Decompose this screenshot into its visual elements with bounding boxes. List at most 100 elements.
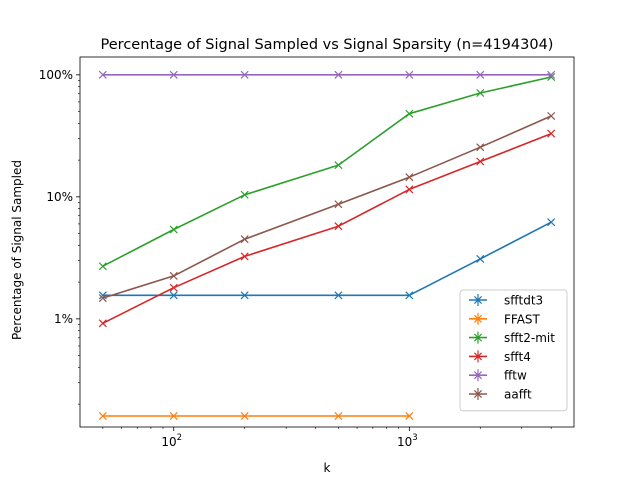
marker-stroke (98, 262, 107, 271)
data-point-fftw (240, 70, 249, 79)
marker-stroke (405, 185, 414, 194)
marker-stroke (547, 70, 556, 79)
marker-stroke (405, 70, 414, 79)
legend-box (459, 289, 568, 412)
marker-stroke (98, 291, 107, 300)
data-point-sfft4 (169, 283, 178, 292)
marker-stroke (476, 143, 485, 152)
y-tick-label: 100% (39, 68, 73, 82)
legend-label: sfft4 (504, 350, 531, 364)
marker-stroke (169, 411, 178, 421)
marker-stroke (334, 291, 343, 300)
data-point-sfft2-mit (405, 109, 414, 118)
data-point-fftw (405, 70, 414, 79)
marker-stroke (240, 190, 249, 199)
data-point-sfftdt3 (547, 218, 556, 227)
data-point-aafft (547, 111, 556, 121)
marker-stroke (240, 291, 249, 300)
data-point-sfft2-mit (240, 190, 249, 199)
plot-area: 102 103 1% 10% 100% (39, 56, 575, 449)
data-point-aafft (405, 173, 414, 182)
marker-stroke (169, 225, 178, 234)
legend-entry-aafft: aafft (469, 388, 532, 402)
data-point-ffast (169, 411, 178, 421)
marker-stroke (405, 109, 414, 118)
data-point-ffast (334, 411, 343, 421)
marker-stroke (169, 271, 178, 280)
marker-stroke (405, 173, 414, 182)
marker-stroke (476, 254, 485, 263)
marker-stroke (547, 129, 556, 138)
legend-entry-sfftdt3: sfftdt3 (469, 294, 543, 308)
data-point-aafft (476, 143, 485, 152)
data-point-aafft (240, 235, 249, 244)
marker-stroke (476, 157, 485, 166)
legend-entry-fftw: fftw (469, 369, 527, 383)
marker-stroke (98, 70, 107, 79)
data-point-fftw (98, 70, 107, 79)
marker-stroke (240, 235, 249, 244)
legend-label: FFAST (504, 312, 541, 326)
data-point-sfft4 (405, 185, 414, 194)
data-point-fftw (476, 70, 485, 79)
x-tick-label: 102 (161, 433, 182, 449)
legend-label: fftw (504, 369, 527, 383)
marker-stroke (240, 70, 249, 79)
marker-stroke (169, 70, 178, 79)
marker-stroke (405, 291, 414, 300)
data-point-aafft (334, 200, 343, 209)
legend-entry-sfft2-mit: sfft2-mit (469, 331, 555, 345)
legend-marker (473, 371, 483, 380)
data-point-fftw (547, 70, 556, 79)
data-point-sfftdt3 (476, 254, 485, 263)
y-tick-label: 10% (46, 190, 73, 204)
marker-stroke (405, 411, 414, 421)
data-point-sfft4 (476, 157, 485, 166)
data-point-ffast (98, 411, 107, 421)
data-point-sfft4 (547, 129, 556, 138)
x-axis-label: k (324, 461, 331, 475)
data-point-sfft2-mit (476, 88, 485, 98)
y-axis-label: Percentage of Signal Sampled (10, 160, 24, 340)
legend-label: aafft (504, 388, 532, 402)
marker-stroke (547, 72, 556, 82)
marker-stroke (334, 411, 343, 421)
data-point-fftw (334, 70, 343, 79)
data-point-sfft4 (240, 252, 249, 261)
axes-frame (79, 56, 575, 428)
marker-stroke (98, 411, 107, 421)
legend-marker (473, 333, 483, 342)
data-point-ffast (405, 411, 414, 421)
marker-stroke (476, 88, 485, 98)
data-point-sfft2-mit (98, 262, 107, 271)
legend-marker (473, 389, 483, 399)
data-point-sfftdt3 (405, 291, 414, 300)
marker-stroke (547, 218, 556, 227)
legend-label: sfftdt3 (504, 294, 543, 308)
marker-stroke (334, 222, 343, 231)
marker-stroke (98, 319, 107, 328)
data-point-fftw (169, 70, 178, 79)
data-point-sfftdt3 (169, 291, 178, 300)
data-point-sfftdt3 (334, 291, 343, 300)
chart-title: Percentage of Signal Sampled vs Signal S… (101, 37, 554, 53)
marker-stroke (98, 294, 107, 303)
marker-stroke (240, 252, 249, 261)
marker-stroke (240, 411, 249, 421)
legend-marker (473, 314, 483, 323)
y-tick-label: 1% (54, 312, 73, 326)
marker-stroke (476, 70, 485, 79)
data-point-ffast (240, 411, 249, 421)
legend-marker (473, 352, 483, 361)
data-point-aafft (98, 294, 107, 303)
data-point-sfft2-mit (169, 225, 178, 234)
legend-label: sfft2-mit (504, 331, 555, 345)
marker-stroke (169, 291, 178, 300)
x-tick-label: 103 (397, 433, 418, 449)
data-point-sfft4 (98, 319, 107, 328)
data-point-sfft2-mit (334, 161, 343, 170)
legend: sfftdt3 FFAST sfft2-mit sfft4 fftw aafft (459, 289, 568, 412)
marker-stroke (547, 111, 556, 121)
data-point-aafft (169, 271, 178, 280)
